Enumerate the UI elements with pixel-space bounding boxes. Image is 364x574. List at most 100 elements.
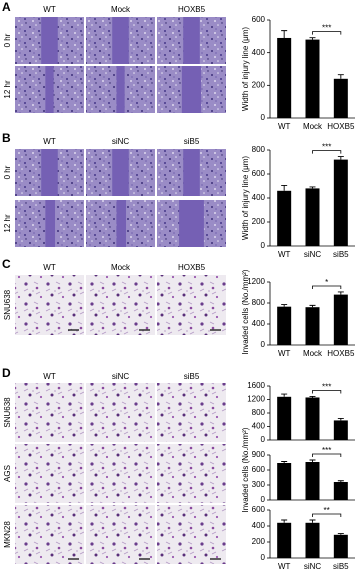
error-bar bbox=[337, 74, 344, 79]
micrograph bbox=[157, 383, 226, 442]
y-tick-label: 800 bbox=[252, 145, 266, 154]
significance-label: *** bbox=[322, 383, 331, 392]
y-axis-label: Width of injury line (μm) bbox=[241, 156, 250, 241]
y-tick-label: 0 bbox=[261, 435, 266, 444]
bar bbox=[305, 307, 320, 345]
micrograph bbox=[86, 505, 155, 564]
micrograph bbox=[86, 383, 155, 442]
row-label: SNU638 bbox=[3, 289, 12, 320]
significance-label: *** bbox=[322, 24, 331, 33]
significance-bracket bbox=[312, 453, 342, 457]
y-axis-label: Invaded cells (No./mm²) bbox=[241, 427, 250, 512]
error-bar bbox=[281, 184, 288, 191]
significance-bracket bbox=[312, 390, 342, 394]
x-tick-label: WT bbox=[278, 349, 291, 358]
error-bar bbox=[337, 533, 344, 535]
bar bbox=[305, 397, 320, 440]
bar bbox=[277, 190, 292, 246]
y-tick-label: 0 bbox=[261, 113, 266, 122]
wound-gap bbox=[112, 17, 129, 64]
x-tick-label: HOXB5 bbox=[327, 122, 355, 131]
y-tick-label: 200 bbox=[252, 217, 266, 226]
bar bbox=[277, 463, 292, 500]
y-tick-label: 800 bbox=[252, 298, 266, 307]
error-bar bbox=[309, 519, 316, 523]
panel-letter: B bbox=[2, 131, 11, 145]
panel-letter: C bbox=[2, 257, 11, 271]
significance-bracket bbox=[312, 150, 342, 154]
error-bar bbox=[281, 30, 288, 38]
y-tick-label: 800 bbox=[252, 408, 266, 417]
bar bbox=[305, 462, 320, 500]
micrograph bbox=[157, 444, 226, 503]
error-bar bbox=[309, 304, 316, 308]
panel-letter: D bbox=[2, 366, 11, 380]
panel-letter: A bbox=[2, 0, 11, 14]
y-tick-label: 1200 bbox=[247, 277, 265, 286]
significance-label: *** bbox=[322, 446, 331, 455]
row-label: 12 hr bbox=[3, 214, 12, 233]
x-tick-label: WT bbox=[278, 122, 291, 131]
error-bar bbox=[309, 459, 316, 462]
error-bar bbox=[309, 37, 316, 40]
wound-gap bbox=[116, 200, 127, 247]
significance-bracket bbox=[312, 285, 342, 289]
y-tick-label: 600 bbox=[252, 169, 266, 178]
x-tick-label: siNC bbox=[304, 562, 322, 571]
micrograph bbox=[157, 275, 226, 335]
row-label: 0 hr bbox=[3, 165, 12, 179]
column-header: siB5 bbox=[184, 137, 200, 146]
error-bar bbox=[281, 393, 288, 397]
x-tick-label: siB5 bbox=[333, 562, 349, 571]
row-label: MKN28 bbox=[3, 521, 12, 548]
micrograph bbox=[157, 505, 226, 564]
y-tick-label: 400 bbox=[252, 319, 266, 328]
significance-label: *** bbox=[322, 143, 331, 152]
y-tick-label: 1600 bbox=[247, 381, 265, 390]
row-label: 0 hr bbox=[3, 33, 12, 47]
bar bbox=[333, 159, 348, 246]
error-bar bbox=[281, 461, 288, 463]
error-bar bbox=[337, 417, 344, 421]
wound-gap bbox=[45, 66, 54, 113]
y-tick-label: 400 bbox=[252, 422, 266, 431]
significance-label: ** bbox=[324, 506, 330, 515]
bar bbox=[305, 39, 320, 118]
micrograph bbox=[15, 505, 84, 564]
wound-gap bbox=[112, 149, 129, 196]
error-bar bbox=[309, 186, 316, 189]
x-tick-label: HOXB5 bbox=[327, 349, 355, 358]
micrograph bbox=[15, 383, 84, 442]
row-label: AGS bbox=[3, 465, 12, 482]
wound-gap bbox=[179, 200, 204, 247]
row-label: SNU638 bbox=[3, 397, 12, 428]
y-tick-label: 300 bbox=[252, 480, 266, 489]
significance-bracket bbox=[312, 513, 342, 517]
y-tick-label: 400 bbox=[252, 193, 266, 202]
y-tick-label: 900 bbox=[252, 450, 266, 459]
x-tick-label: siB5 bbox=[333, 250, 349, 259]
bar bbox=[277, 306, 292, 345]
significance-label: * bbox=[325, 278, 328, 287]
wound-gap bbox=[181, 66, 202, 113]
x-tick-label: siNC bbox=[304, 250, 322, 259]
y-tick-label: 1200 bbox=[247, 395, 265, 404]
y-tick-label: 400 bbox=[252, 48, 266, 57]
bar bbox=[333, 534, 348, 558]
wound-gap bbox=[45, 200, 56, 247]
significance-bracket bbox=[312, 31, 342, 35]
bar bbox=[277, 37, 292, 118]
y-tick-label: 0 bbox=[261, 495, 266, 504]
bar bbox=[333, 78, 348, 118]
x-tick-label: WT bbox=[278, 562, 291, 571]
error-bar bbox=[309, 396, 316, 398]
micrograph bbox=[86, 275, 155, 335]
bar bbox=[277, 522, 292, 558]
error-bar bbox=[337, 291, 344, 295]
bar bbox=[333, 420, 348, 440]
y-tick-label: 0 bbox=[261, 340, 266, 349]
x-tick-label: WT bbox=[278, 250, 291, 259]
wound-gap bbox=[41, 149, 58, 196]
bar bbox=[333, 294, 348, 345]
column-header: Mock bbox=[111, 5, 131, 14]
